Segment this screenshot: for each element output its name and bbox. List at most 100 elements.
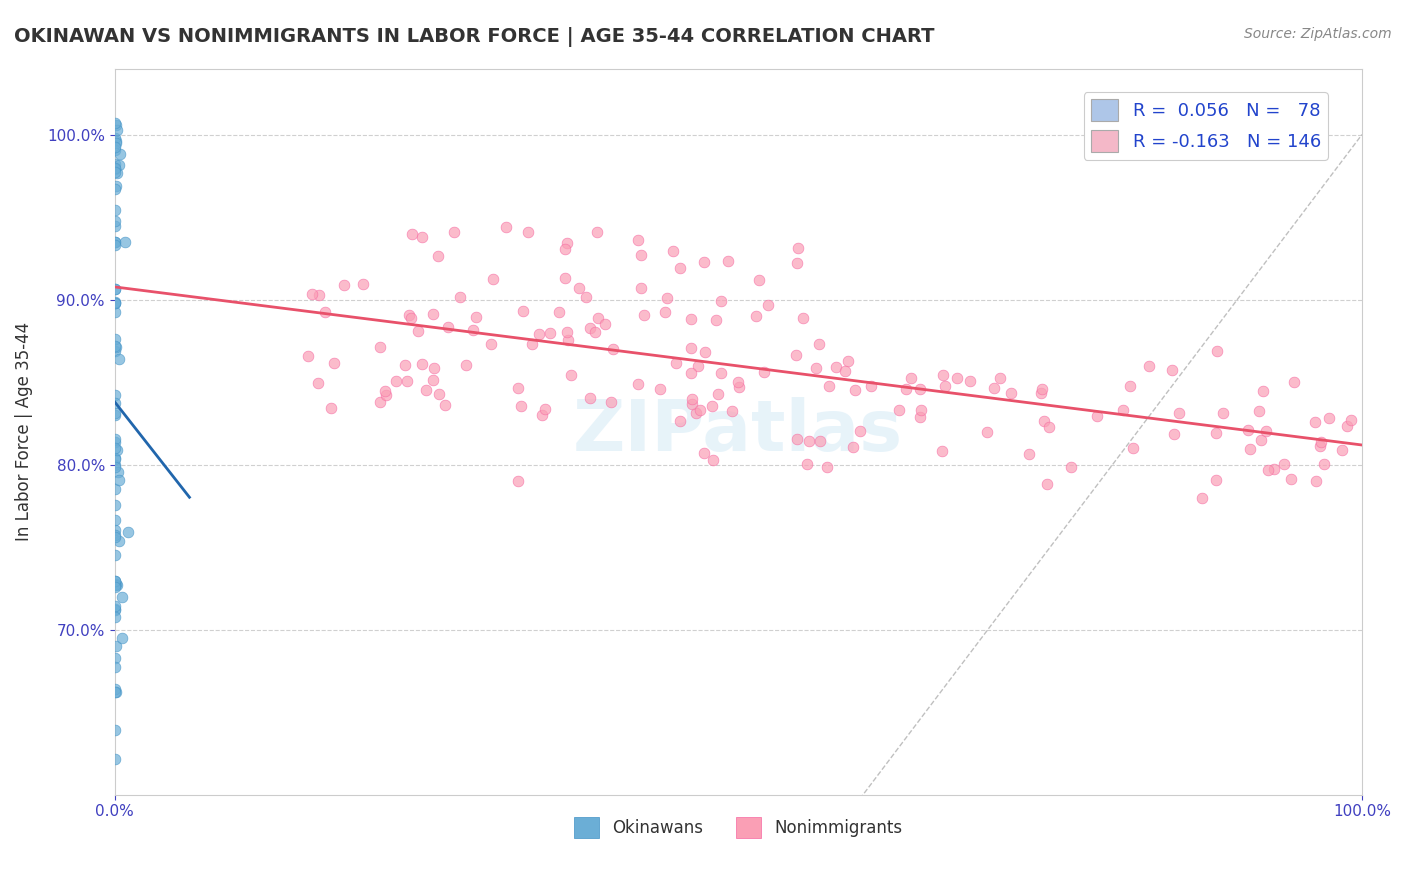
Nonimmigrants (910, 410, 932, 425)
Nonimmigrants (932, 368, 955, 382)
Legend: Okinawans, Nonimmigrants: Okinawans, Nonimmigrants (567, 811, 910, 845)
Okinawans (104, 235, 127, 249)
Nonimmigrants (512, 304, 534, 318)
Okinawans (104, 406, 127, 420)
Nonimmigrants (842, 440, 865, 454)
Nonimmigrants (322, 356, 344, 370)
Nonimmigrants (657, 291, 679, 305)
Nonimmigrants (1122, 441, 1144, 455)
Nonimmigrants (1303, 415, 1326, 429)
Nonimmigrants (1340, 413, 1362, 427)
Okinawans (111, 590, 134, 604)
Nonimmigrants (456, 359, 478, 373)
Nonimmigrants (665, 356, 688, 370)
Okinawans (104, 441, 127, 455)
Nonimmigrants (808, 337, 831, 351)
Nonimmigrants (585, 325, 607, 339)
Nonimmigrants (1035, 476, 1057, 491)
Nonimmigrants (449, 290, 471, 304)
Nonimmigrants (374, 384, 396, 398)
Nonimmigrants (395, 374, 418, 388)
Nonimmigrants (1237, 423, 1260, 437)
Nonimmigrants (385, 374, 408, 388)
Nonimmigrants (427, 387, 450, 401)
Okinawans (104, 599, 127, 614)
Nonimmigrants (959, 374, 981, 388)
Nonimmigrants (1033, 414, 1056, 428)
Nonimmigrants (527, 326, 550, 341)
Okinawans (104, 157, 127, 171)
Nonimmigrants (681, 312, 703, 326)
Nonimmigrants (1163, 427, 1185, 442)
Nonimmigrants (848, 424, 870, 438)
Nonimmigrants (707, 387, 730, 401)
Okinawans (104, 161, 127, 176)
Okinawans (104, 682, 127, 697)
Nonimmigrants (900, 370, 922, 384)
Nonimmigrants (679, 367, 702, 381)
Nonimmigrants (464, 310, 486, 324)
Nonimmigrants (394, 358, 416, 372)
Okinawans (104, 143, 127, 157)
Nonimmigrants (834, 364, 856, 378)
Nonimmigrants (585, 225, 607, 239)
Nonimmigrants (689, 403, 711, 417)
Nonimmigrants (1336, 419, 1358, 434)
Nonimmigrants (1205, 473, 1227, 487)
Okinawans (104, 640, 127, 654)
Okinawans (105, 442, 128, 457)
Nonimmigrants (983, 382, 1005, 396)
Nonimmigrants (508, 381, 530, 395)
Okinawans (104, 723, 127, 738)
Nonimmigrants (1031, 382, 1053, 396)
Nonimmigrants (301, 286, 323, 301)
Nonimmigrants (859, 379, 882, 393)
Nonimmigrants (1018, 447, 1040, 461)
Nonimmigrants (332, 277, 354, 292)
Nonimmigrants (693, 345, 716, 359)
Nonimmigrants (727, 375, 749, 389)
Nonimmigrants (520, 336, 543, 351)
Okinawans (104, 214, 127, 228)
Okinawans (104, 161, 127, 175)
Okinawans (104, 294, 127, 309)
Okinawans (104, 219, 127, 233)
Nonimmigrants (426, 249, 449, 263)
Okinawans (117, 525, 139, 540)
Nonimmigrants (538, 326, 561, 341)
Okinawans (104, 116, 127, 130)
Okinawans (104, 305, 127, 319)
Nonimmigrants (530, 409, 553, 423)
Okinawans (104, 408, 127, 422)
Nonimmigrants (374, 388, 396, 402)
Okinawans (104, 296, 127, 310)
Nonimmigrants (688, 359, 710, 373)
Nonimmigrants (1272, 458, 1295, 472)
Nonimmigrants (1060, 460, 1083, 475)
Nonimmigrants (681, 342, 703, 356)
Nonimmigrants (547, 304, 569, 318)
Nonimmigrants (297, 349, 319, 363)
Okinawans (104, 238, 127, 252)
Nonimmigrants (710, 294, 733, 309)
Okinawans (104, 434, 127, 449)
Okinawans (114, 235, 136, 250)
Nonimmigrants (806, 360, 828, 375)
Okinawans (104, 332, 127, 346)
Okinawans (104, 459, 127, 474)
Nonimmigrants (1212, 406, 1234, 420)
Nonimmigrants (370, 395, 392, 409)
Okinawans (104, 752, 127, 766)
Nonimmigrants (1085, 409, 1108, 423)
Okinawans (104, 396, 127, 410)
Nonimmigrants (627, 233, 650, 247)
Nonimmigrants (754, 365, 776, 379)
Nonimmigrants (1250, 433, 1272, 447)
Nonimmigrants (825, 360, 848, 375)
Nonimmigrants (479, 337, 502, 351)
Okinawans (104, 528, 127, 542)
Okinawans (104, 388, 127, 402)
Nonimmigrants (461, 323, 484, 337)
Nonimmigrants (682, 397, 704, 411)
Okinawans (104, 512, 127, 526)
